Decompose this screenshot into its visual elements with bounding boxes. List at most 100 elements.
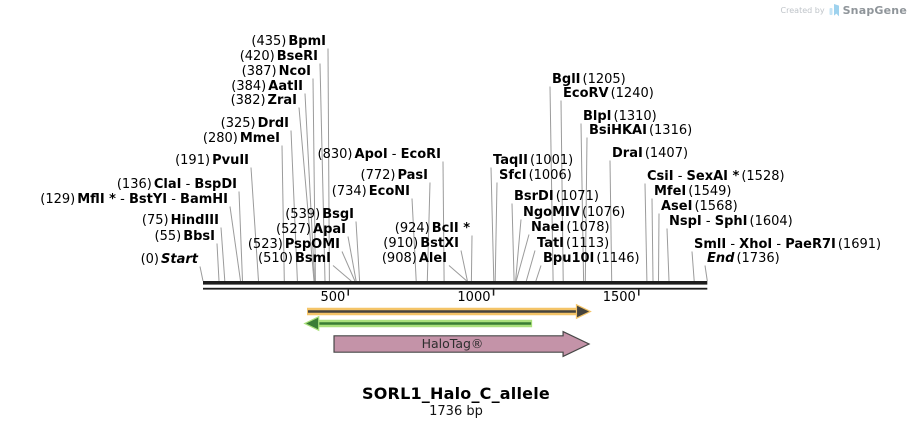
site-label-bbsi[interactable]: (55) BbsI <box>154 229 215 244</box>
map-title-block: SORL1_Halo_C_allele 1736 bp <box>0 384 912 419</box>
leader-line <box>644 183 648 282</box>
leader-line <box>580 123 585 282</box>
leader-line <box>704 265 708 282</box>
site-label-apoi[interactable]: (830) ApoI - EcoRI <box>317 147 441 162</box>
site-label-pspomi[interactable]: (523) PspOMI <box>247 237 340 252</box>
start-label[interactable]: (0) Start <box>140 252 198 267</box>
site-label-bsgi[interactable]: (539) BsgI <box>285 207 354 222</box>
reverse-primer[interactable] <box>303 315 533 332</box>
leader-line <box>426 182 431 282</box>
end-label[interactable]: End (1736) <box>707 251 780 266</box>
snapgene-brand[interactable]: SnapGene <box>842 4 907 17</box>
site-label-bsihkai[interactable]: BsiHKAI (1316) <box>589 123 693 138</box>
leader-line <box>355 221 361 282</box>
leader-line <box>220 227 226 282</box>
site-label-bcli[interactable]: (924) BclI * <box>394 221 470 236</box>
site-label-bstxi[interactable]: (910) BstXI <box>383 236 459 251</box>
site-label-hindiii[interactable]: (75) HindIII <box>141 213 219 228</box>
sequence-bar[interactable] <box>203 281 708 285</box>
ruler-tick-label: 1000 <box>457 290 490 305</box>
ruler-tick <box>638 289 640 296</box>
leader-line <box>319 63 326 282</box>
leader-line <box>442 161 445 282</box>
site-label-clai[interactable]: (136) ClaI - BspDI <box>116 177 237 192</box>
site-label-mmei[interactable]: (280) MmeI <box>202 131 280 146</box>
site-label-naei[interactable]: NaeI (1078) <box>531 220 610 235</box>
site-label-blpi[interactable]: BlpI (1310) <box>583 109 657 124</box>
leader-line <box>304 93 316 282</box>
site-label-smli[interactable]: SmlI - XhoI - PaeR7I (1691) <box>694 237 882 252</box>
leader-line <box>341 251 356 282</box>
site-label-pvuii[interactable]: (191) PvuII <box>175 153 249 168</box>
map-length: 1736 bp <box>429 404 483 419</box>
leader-line <box>666 228 670 282</box>
site-label-bsrdi[interactable]: BsrDI (1071) <box>514 189 599 204</box>
leader-line <box>312 78 316 282</box>
ruler-tick <box>492 289 495 296</box>
leader-line <box>525 250 536 282</box>
leader-line <box>411 198 417 282</box>
ruler-tick <box>347 289 349 296</box>
leader-line <box>216 243 220 282</box>
site-label-bpu10i[interactable]: Bpu10I (1146) <box>543 251 640 266</box>
snapgene-logo-icon <box>829 4 839 17</box>
leader-line <box>238 191 243 282</box>
leader-line <box>290 130 298 282</box>
site-label-tati[interactable]: TatI (1113) <box>537 236 610 251</box>
leader-line <box>298 107 315 282</box>
feature-label: HaloTag® <box>422 336 484 351</box>
leader-line <box>584 137 588 282</box>
site-label-pasi[interactable]: (772) PasI <box>360 168 429 183</box>
leader-line <box>460 250 468 282</box>
leader-line <box>448 265 468 282</box>
ruler-line <box>203 287 708 290</box>
site-label-bsmi[interactable]: (510) BsmI <box>258 251 331 266</box>
leader-line <box>691 251 695 282</box>
arrowhead-right-icon <box>575 303 592 320</box>
site-label-taqii[interactable]: TaqII (1001) <box>493 153 574 168</box>
site-label-bpmi[interactable]: (435) BpmI <box>251 34 326 49</box>
site-label-econi[interactable]: (734) EcoNI <box>331 184 410 199</box>
leader-line <box>494 182 498 282</box>
site-label-nspi[interactable]: NspI - SphI (1604) <box>669 214 793 229</box>
leader-line <box>199 266 204 282</box>
site-label-mfei[interactable]: MfeI (1549) <box>654 184 732 199</box>
leader-line <box>515 219 522 282</box>
site-label-drdi[interactable]: (325) DrdI <box>220 116 289 131</box>
site-label-drai[interactable]: DraI (1407) <box>612 146 689 161</box>
leader-line <box>658 213 660 282</box>
site-label-asei[interactable]: AseI (1568) <box>661 199 738 214</box>
leader-line <box>490 167 495 282</box>
site-label-ecorv[interactable]: EcoRV (1240) <box>563 86 654 101</box>
leader-line <box>281 145 285 282</box>
leader-line <box>560 100 564 282</box>
watermark-created-by: Created by <box>780 6 825 15</box>
site-label-ngomiv[interactable]: NgoMIV (1076) <box>523 205 626 220</box>
site-label-bgli[interactable]: BglI (1205) <box>552 72 626 87</box>
leader-line <box>229 206 241 282</box>
site-label-mfli[interactable]: (129) MflI * - BstYI - BamHI <box>40 192 228 207</box>
leader-line <box>347 236 357 282</box>
ruler-tick-label: 1500 <box>603 290 636 305</box>
leader-line <box>511 203 515 282</box>
leader-line <box>535 265 542 282</box>
feature-arrow-shape[interactable] <box>333 330 591 358</box>
site-label-bseri[interactable]: (420) BseRI <box>239 49 318 64</box>
site-label-alei[interactable]: (908) AleI <box>381 251 447 266</box>
leader-line <box>250 167 259 282</box>
leader-line <box>332 265 352 282</box>
feature-halotag[interactable]: HaloTag® <box>333 330 591 358</box>
forward-primer[interactable] <box>306 303 592 320</box>
leader-line <box>609 160 613 282</box>
leader-line <box>470 235 473 282</box>
site-label-csii[interactable]: CsiI - SexAI * (1528) <box>647 169 785 184</box>
site-label-apai[interactable]: (527) ApaI <box>276 222 346 237</box>
site-label-aatii[interactable]: (384) AatII <box>231 79 303 94</box>
site-label-zrai[interactable]: (382) ZraI <box>230 93 297 108</box>
map-title: SORL1_Halo_C_allele <box>362 384 550 403</box>
site-label-sfci[interactable]: SfcI (1006) <box>499 168 572 183</box>
site-label-ncoi[interactable]: (387) NcoI <box>241 64 311 79</box>
leader-line <box>651 198 654 282</box>
